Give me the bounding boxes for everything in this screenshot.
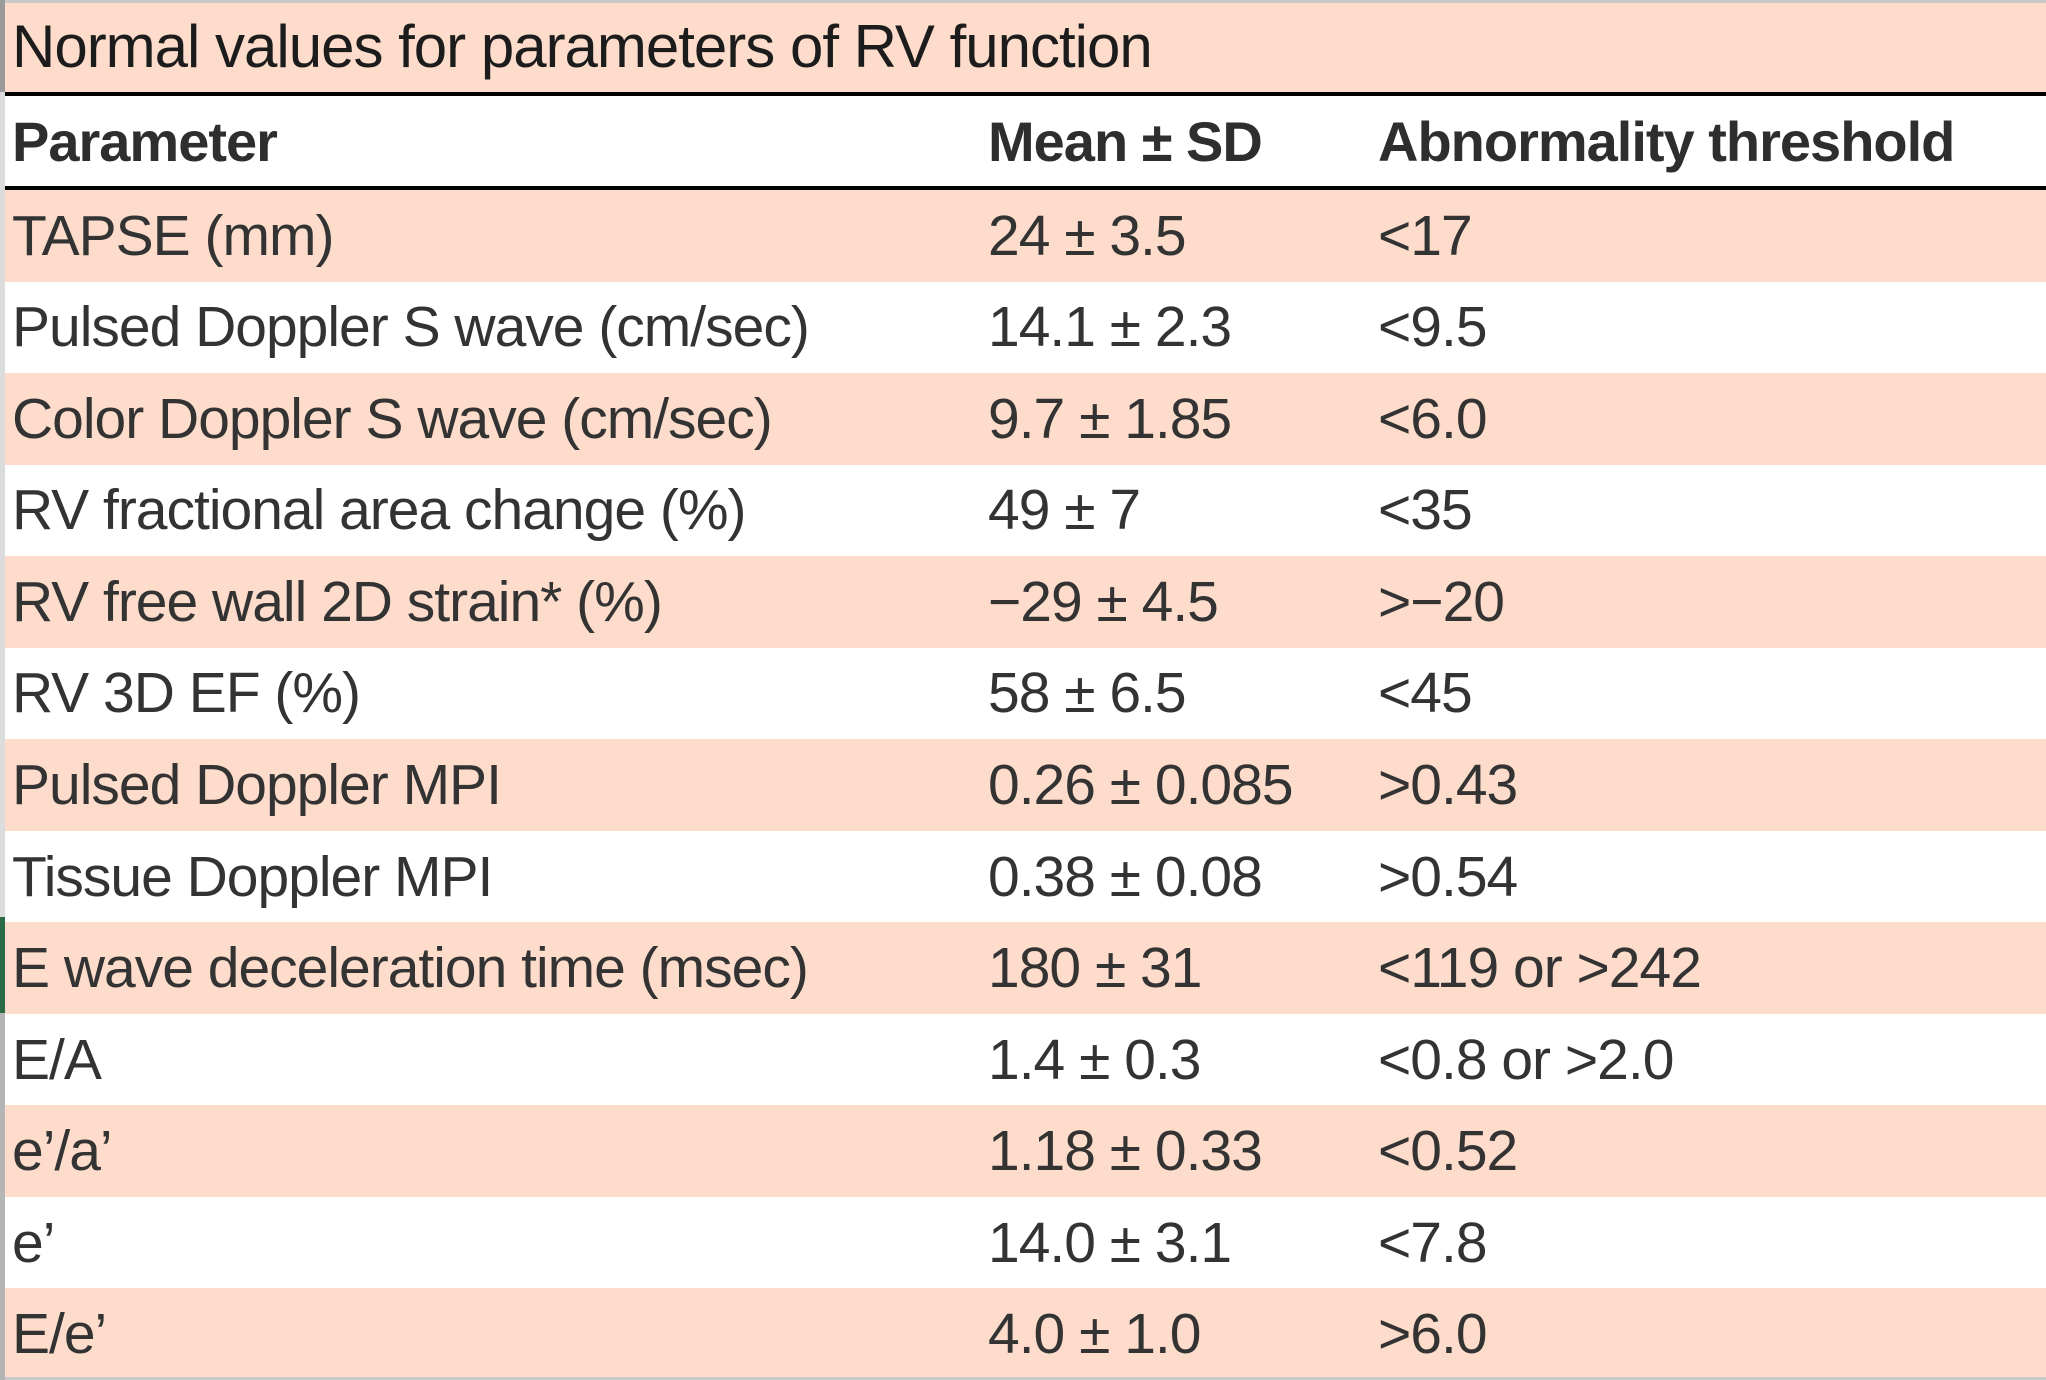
table-row: RV free wall 2D strain* (%) −29 ± 4.5 >−20 bbox=[0, 556, 2046, 648]
cell-parameter: Color Doppler S wave (cm/sec) bbox=[12, 386, 773, 451]
table-row: E/A 1.4 ± 0.3 <0.8 or >2.0 bbox=[0, 1013, 2046, 1106]
cell-parameter: TAPSE (mm) bbox=[12, 203, 334, 268]
table-row: E/e’ 4.0 ± 1.0 >6.0 bbox=[0, 1288, 2046, 1380]
cell-threshold: <17 bbox=[1378, 203, 1473, 268]
left-edge-mid-segment bbox=[0, 92, 5, 917]
title-divider-line bbox=[0, 92, 2046, 96]
cell-threshold: >6.0 bbox=[1378, 1302, 1488, 1367]
cell-parameter: RV 3D EF (%) bbox=[12, 661, 361, 726]
table-row: e’/a’ 1.18 ± 0.33 <0.52 bbox=[0, 1105, 2046, 1197]
cell-mean-sd: 1.4 ± 0.3 bbox=[988, 1027, 1201, 1092]
top-edge-line bbox=[0, 0, 2046, 3]
cell-mean-sd: 14.0 ± 3.1 bbox=[988, 1210, 1232, 1275]
cell-threshold: <0.52 bbox=[1378, 1119, 1518, 1184]
green-row-marker bbox=[0, 917, 5, 1013]
cell-mean-sd: 0.38 ± 0.08 bbox=[988, 844, 1263, 909]
cell-threshold: <6.0 bbox=[1378, 386, 1488, 451]
cell-threshold: <119 or >242 bbox=[1378, 936, 1702, 1001]
table-row: TAPSE (mm) 24 ± 3.5 <17 bbox=[0, 190, 2046, 282]
table-row: E wave deceleration time (msec) 180 ± 31 <… bbox=[0, 922, 2046, 1014]
cell-parameter: E/e’ bbox=[12, 1302, 107, 1367]
cell-parameter: Pulsed Doppler MPI bbox=[12, 752, 502, 817]
cell-parameter: RV free wall 2D strain* (%) bbox=[12, 569, 663, 634]
cell-mean-sd: 4.0 ± 1.0 bbox=[988, 1302, 1201, 1367]
table-header-row: Parameter Mean ± SD Abnormality threshol… bbox=[0, 96, 2046, 186]
left-edge-title-segment bbox=[0, 0, 5, 92]
table-title: Normal values for parameters of RV funct… bbox=[0, 0, 2046, 92]
cell-parameter: Tissue Doppler MPI bbox=[12, 844, 493, 909]
cell-mean-sd: 0.26 ± 0.085 bbox=[988, 752, 1294, 817]
cell-mean-sd: 24 ± 3.5 bbox=[988, 203, 1187, 268]
table-row: Color Doppler S wave (cm/sec) 9.7 ± 1.85 <… bbox=[0, 373, 2046, 465]
column-header-parameter: Parameter bbox=[12, 109, 278, 173]
cell-mean-sd: 9.7 ± 1.85 bbox=[988, 386, 1232, 451]
cell-mean-sd: 14.1 ± 2.3 bbox=[988, 295, 1232, 360]
cell-parameter: Pulsed Doppler S wave (cm/sec) bbox=[12, 295, 810, 360]
table-body: TAPSE (mm) 24 ± 3.5 <17 Pulsed Doppler S wa… bbox=[0, 190, 2046, 1380]
cell-threshold: <45 bbox=[1378, 661, 1473, 726]
table-row: Pulsed Doppler S wave (cm/sec) 14.1 ± 2.3… bbox=[0, 281, 2046, 374]
cell-mean-sd: 49 ± 7 bbox=[988, 478, 1141, 543]
cell-mean-sd: 58 ± 6.5 bbox=[988, 661, 1187, 726]
column-header-abnormality-threshold: Abnormality threshold bbox=[1378, 109, 1955, 173]
cell-threshold: <7.8 bbox=[1378, 1210, 1488, 1275]
left-edge-lower-segment bbox=[0, 1013, 5, 1380]
cell-parameter: E/A bbox=[12, 1027, 102, 1092]
table-row: Pulsed Doppler MPI 0.26 ± 0.085 >0.43 bbox=[0, 739, 2046, 831]
cell-threshold: >0.54 bbox=[1378, 844, 1518, 909]
cell-threshold: >0.43 bbox=[1378, 752, 1518, 817]
table-row: Tissue Doppler MPI 0.38 ± 0.08 >0.54 bbox=[0, 830, 2046, 923]
bottom-edge-line bbox=[0, 1377, 2046, 1380]
cell-threshold: >−20 bbox=[1378, 569, 1505, 634]
table-row: RV fractional area change (%) 49 ± 7 <35 bbox=[0, 464, 2046, 557]
cell-parameter: RV fractional area change (%) bbox=[12, 478, 747, 543]
cell-mean-sd: −29 ± 4.5 bbox=[988, 569, 1219, 634]
table-row: e’ 14.0 ± 3.1 <7.8 bbox=[0, 1196, 2046, 1289]
cell-parameter: e’ bbox=[12, 1210, 55, 1275]
cell-parameter: e’/a’ bbox=[12, 1119, 113, 1184]
cell-threshold: <35 bbox=[1378, 478, 1473, 543]
cell-parameter: E wave deceleration time (msec) bbox=[12, 936, 809, 1001]
cell-threshold: <9.5 bbox=[1378, 295, 1488, 360]
table-row: RV 3D EF (%) 58 ± 6.5 <45 bbox=[0, 647, 2046, 740]
column-header-mean-sd: Mean ± SD bbox=[988, 109, 1263, 173]
cell-threshold: <0.8 or >2.0 bbox=[1378, 1027, 1674, 1092]
header-divider-line bbox=[0, 186, 2046, 190]
cell-mean-sd: 180 ± 31 bbox=[988, 936, 1202, 1001]
cell-mean-sd: 1.18 ± 0.33 bbox=[988, 1119, 1263, 1184]
